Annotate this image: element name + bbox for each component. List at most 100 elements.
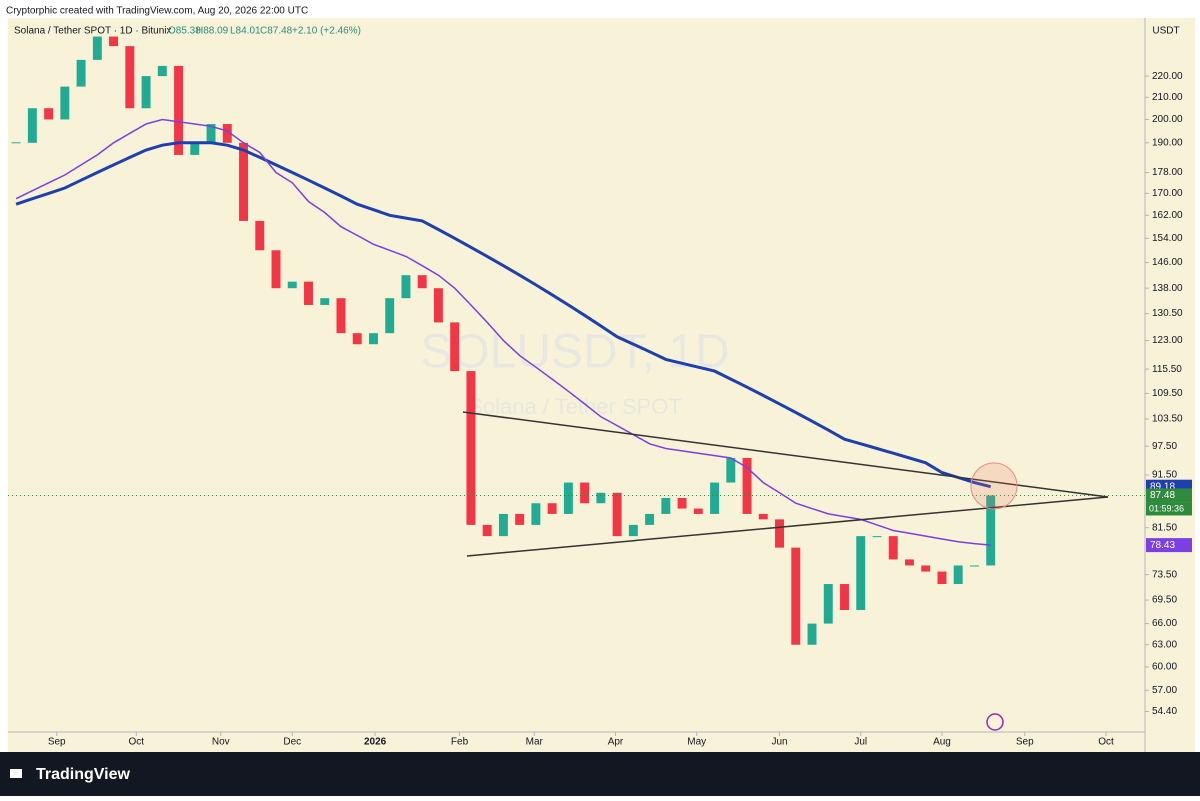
candle	[937, 571, 947, 585]
y-tick-label: 178.00	[1152, 167, 1183, 178]
candle	[336, 298, 346, 334]
watermark: SOLUSDT, 1D	[420, 326, 729, 379]
y-tick-label: 154.00	[1152, 233, 1183, 244]
y-tick-label: 162.00	[1152, 210, 1183, 221]
candle	[677, 497, 687, 509]
candle	[239, 142, 248, 221]
x-tick-label: Feb	[451, 737, 469, 748]
event-icon[interactable]	[986, 713, 1004, 731]
candle	[888, 536, 898, 560]
candle	[742, 457, 752, 514]
y-tick-label: 220.00	[1152, 71, 1183, 82]
candle	[596, 492, 606, 504]
candle	[92, 36, 102, 60]
x-tick-label: Aug	[933, 737, 951, 748]
watermark-subtitle: Solana / Tether SPOT	[468, 394, 682, 419]
candle	[710, 482, 720, 514]
candle	[44, 108, 54, 120]
y-tick-label: 97.50	[1152, 441, 1177, 452]
trendline	[462, 411, 1109, 498]
candle	[775, 519, 785, 548]
x-tick-label: Jun	[771, 737, 787, 748]
candle	[352, 333, 362, 345]
price-tag-label: 78.43	[1150, 540, 1175, 551]
countdown-tag	[1146, 502, 1192, 516]
ohlc-open: O85.38	[168, 26, 201, 37]
x-tick-label: Oct	[1098, 737, 1114, 748]
price-tag	[1146, 488, 1192, 503]
candle	[969, 565, 979, 567]
candle	[628, 524, 638, 537]
candle	[320, 298, 330, 305]
y-tick-label: 146.00	[1152, 257, 1183, 268]
highlight-circle	[970, 462, 1018, 510]
logo	[10, 769, 22, 778]
candle	[368, 333, 378, 345]
y-tick-label: 138.00	[1152, 283, 1183, 294]
countdown: 01:59:36	[1149, 503, 1184, 513]
candle	[417, 275, 427, 289]
x-tick-label: Sep	[48, 737, 66, 748]
candle	[921, 565, 931, 572]
candle	[433, 288, 443, 323]
price-tag	[1146, 538, 1192, 553]
candle	[76, 59, 86, 87]
candle	[304, 281, 313, 305]
y-tick-label: 73.50	[1152, 569, 1177, 580]
x-tick-label: Oct	[129, 737, 145, 748]
x-tick-label: 2026	[364, 737, 387, 748]
y-tick-label: 66.00	[1152, 618, 1177, 629]
candle	[157, 65, 167, 77]
candle	[466, 371, 476, 525]
ohlc-low: L84.01	[230, 26, 261, 37]
candle	[401, 275, 411, 299]
moving-average	[15, 118, 991, 546]
y-tick-label: 54.40	[1152, 706, 1177, 717]
currency-label: USDT	[1152, 26, 1179, 37]
candle	[515, 513, 525, 525]
x-tick-label: Dec	[283, 737, 301, 748]
candle	[174, 65, 184, 155]
footer	[0, 752, 1200, 796]
candle	[271, 250, 281, 289]
candle	[563, 482, 573, 514]
candle	[498, 513, 508, 537]
y-tick-label: 63.00	[1152, 639, 1177, 650]
price-axis	[1145, 18, 1195, 732]
symbol: Solana / Tether SPOT · 1D · Bitunix	[14, 26, 171, 37]
header: Cryptorphic created with TradingView.com…	[6, 6, 308, 17]
x-tick-label: Nov	[212, 737, 230, 748]
price-tag-label: 89.18	[1150, 481, 1175, 492]
x-tick-label: Jul	[854, 737, 867, 748]
y-tick-label: 60.00	[1152, 662, 1177, 673]
candle	[255, 220, 265, 251]
candle	[206, 124, 216, 143]
y-tick-label: 81.50	[1152, 522, 1177, 533]
candle	[222, 124, 232, 143]
y-tick-label: 115.50	[1152, 364, 1182, 375]
candle	[807, 623, 817, 645]
plot-area	[8, 18, 1145, 732]
candle	[580, 482, 590, 504]
ohlc-high: H88.09	[196, 26, 229, 37]
candle	[905, 559, 914, 566]
y-tick-label: 69.50	[1152, 595, 1177, 606]
candle	[547, 503, 557, 514]
candle	[11, 142, 21, 144]
candle	[450, 322, 460, 372]
ohlc-close: C87.48	[260, 26, 293, 37]
x-tick-label: May	[687, 737, 706, 748]
candle	[693, 508, 703, 514]
candle	[385, 298, 395, 334]
candle	[840, 584, 849, 611]
x-tick-label: Apr	[608, 737, 624, 748]
y-tick-label: 170.00	[1152, 188, 1183, 199]
candle	[482, 524, 492, 537]
candle	[287, 281, 297, 289]
price-tag-label: 87.48	[1150, 490, 1175, 501]
y-tick-label: 200.00	[1152, 114, 1183, 125]
candle	[856, 536, 866, 611]
candle	[531, 503, 541, 525]
